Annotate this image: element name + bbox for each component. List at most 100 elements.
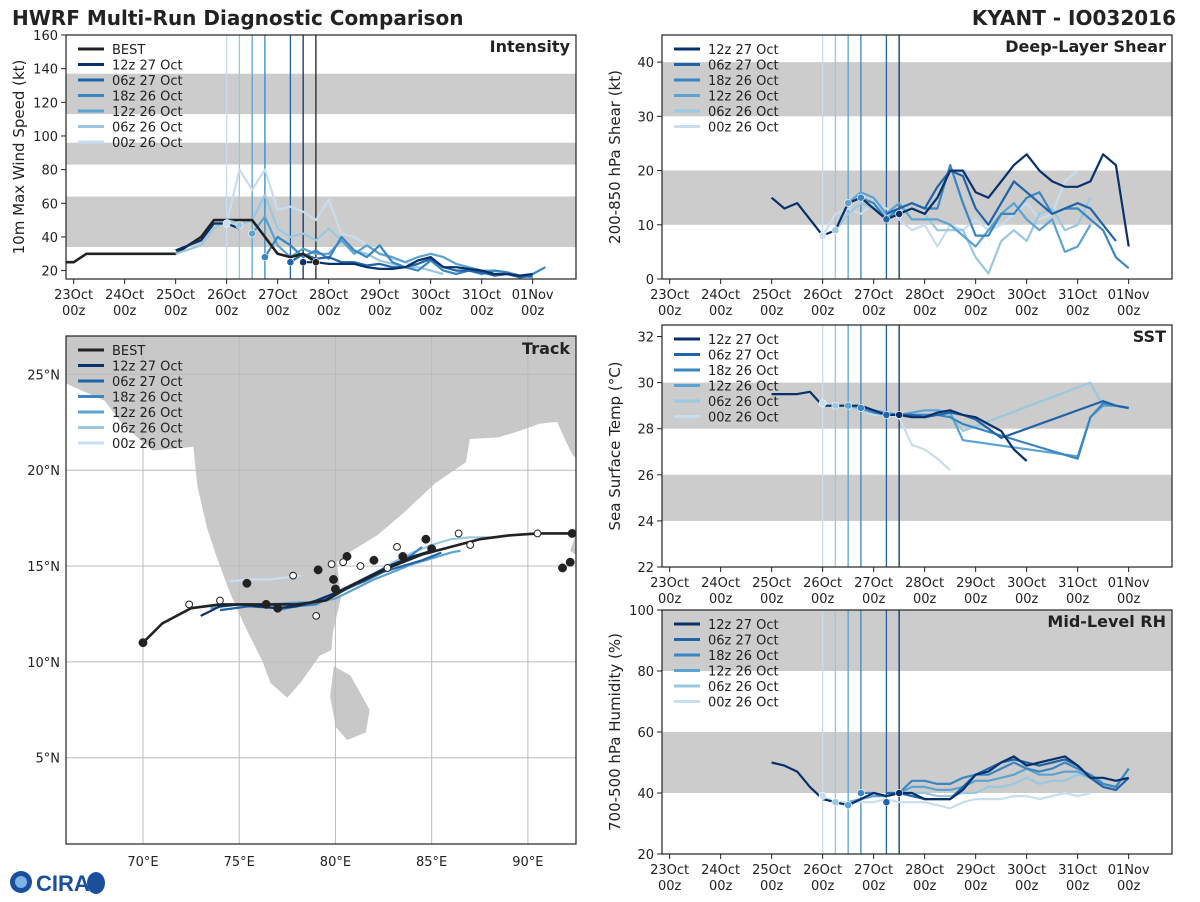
shear-series-12z-27-oct-5: [770, 153, 1130, 247]
sst-xtick-label: 30Oct 00z: [1007, 576, 1046, 607]
rh-xtick-label: 01Nov 00z: [1108, 863, 1150, 894]
rh-xtick-hour: 00z: [964, 879, 988, 894]
intensity-legend-label-06z-26-oct: 06z 26 Oct: [112, 121, 183, 136]
intensity-xtick-label: 01Nov 00z: [512, 288, 554, 319]
intensity-band-2: [66, 73, 576, 115]
rh-title: Mid-Level RH: [1047, 612, 1166, 631]
rh-xtick-hour: 00z: [658, 879, 682, 894]
rh-band-0: [662, 732, 1172, 793]
sst-xtick-label: 29Oct 00z: [956, 576, 995, 607]
track-land-myanmar: [570, 533, 576, 556]
sst-xtick-hour: 00z: [964, 592, 988, 607]
intensity-xtick-hour: 00z: [215, 304, 239, 319]
intensity-legend-label-06z-27-oct: 06z 27 Oct: [112, 74, 183, 89]
shear-xtick-date: 23Oct: [650, 288, 689, 303]
shear-xtick-label: 29Oct 00z: [956, 288, 995, 319]
intensity-xtick-label: 30Oct 00z: [411, 288, 450, 319]
sst-legend-label-12z-26-oct: 12z 26 Oct: [708, 380, 779, 395]
intensity-xtick-label: 29Oct 00z: [360, 288, 399, 319]
track-marker-00z-26-oct: [312, 611, 321, 620]
rh-ytick-label: 80: [637, 665, 654, 680]
rh-xtick-label: 26Oct 00z: [803, 863, 842, 894]
rh-ytick-label: 20: [637, 848, 654, 863]
rh-xtick-date: 25Oct: [752, 863, 791, 878]
intensity-xtick-label: 23Oct 00z: [54, 288, 93, 319]
intensity-legend-label-best: BEST: [112, 43, 145, 58]
intensity-legend-label-12z-26-oct: 12z 26 Oct: [112, 105, 183, 120]
track-legend-label-18z-26-oct: 18z 26 Oct: [112, 391, 183, 406]
intensity-xtick-label: 26Oct 00z: [207, 288, 246, 319]
shear-ytick-label: 30: [637, 110, 654, 125]
intensity-xtick-date: 01Nov: [512, 288, 554, 303]
intensity-ytick-label: 60: [41, 197, 58, 212]
track-marker-00z-26-oct: [466, 541, 475, 549]
sst-xtick-hour: 00z: [913, 592, 937, 607]
rh-xtick-date: 30Oct: [1007, 863, 1046, 878]
sst-marker-06z-26-oct: [831, 401, 840, 410]
track-land-srilanka: [329, 665, 371, 741]
rh-legend-label-00z-26-oct: 00z 26 Oct: [708, 696, 779, 711]
intensity-axes-frame: [65, 34, 577, 280]
intensity-series-12z-27-oct-8: [175, 222, 240, 252]
track-xtick-label: 75°E: [224, 855, 255, 870]
intensity-xtick-date: 23Oct: [54, 288, 93, 303]
rh-xtick-date: 26Oct: [803, 863, 842, 878]
sst-xtick-label: 25Oct 00z: [752, 576, 791, 607]
rh-xtick-date: 23Oct: [650, 863, 689, 878]
rh-xtick-date: 31Oct: [1058, 863, 1097, 878]
rh-xtick-date: 29Oct: [956, 863, 995, 878]
shear-xtick-date: 24Oct: [701, 288, 740, 303]
sst-xtick-label: 26Oct 00z: [803, 576, 842, 607]
intensity-ytick-label: 160: [33, 29, 58, 44]
sst-marker-06z-27-oct: [882, 410, 891, 419]
shear-band-1: [662, 62, 1172, 117]
rh-legend-label-12z-27-oct: 12z 27 Oct: [708, 618, 779, 633]
track-marker-00z-26-oct: [289, 571, 297, 580]
intensity-marker-best: [311, 258, 320, 267]
track-marker-best: [342, 552, 352, 561]
sst-axes-frame: [661, 324, 1173, 568]
sst-xtick-hour: 00z: [1015, 592, 1039, 607]
track-legend-label-06z-26-oct: 06z 26 Oct: [112, 422, 183, 437]
track-marker-00z-26-oct: [327, 560, 336, 569]
track-ytick-label: 20°N: [27, 464, 60, 479]
intensity-legend-label-12z-27-oct: 12z 27 Oct: [112, 59, 183, 74]
shear-ylabel: 200-850 hPa Shear (kt): [606, 70, 624, 244]
sst-xtick-hour: 00z: [862, 592, 886, 607]
shear-legend-label-00z-26-oct: 00z 26 Oct: [708, 121, 779, 136]
sst-band-1: [662, 382, 1172, 429]
shear-xtick-date: 31Oct: [1058, 288, 1097, 303]
track-ytick-label: 10°N: [27, 656, 60, 671]
sst-band-0: [662, 474, 1172, 521]
shear-marker-00z-26-oct: [818, 231, 827, 240]
shear-marker-18z-26-oct: [856, 193, 865, 202]
rh-xtick-hour: 00z: [709, 879, 733, 894]
sst-xtick-date: 01Nov: [1108, 576, 1150, 591]
shear-marker-06z-26-oct: [831, 226, 840, 235]
sst-marker-12z-26-oct: [844, 401, 853, 410]
rh-marker-06z-26-oct: [831, 798, 840, 807]
intensity-title: Intensity: [490, 37, 571, 56]
track-panel: 70°E 75°E 80°E 85°E 90°E 5°N 10°N 15°N 20°N 25°N T…: [27, 335, 577, 870]
shear-marker-06z-27-oct: [882, 215, 891, 224]
intensity-xtick-date: 26Oct: [207, 288, 246, 303]
rh-xtick-label: 23Oct 00z: [650, 863, 689, 894]
rh-ylabel: 700-500 hPa Humidity (%): [606, 633, 624, 831]
track-legend-label-best: BEST: [112, 344, 145, 359]
intensity-xtick-date: 25Oct: [156, 288, 195, 303]
sst-xtick-label: 28Oct 00z: [905, 576, 944, 607]
rh-xtick-label: 30Oct 00z: [1007, 863, 1046, 894]
track-ytick-label: 5°N: [36, 752, 61, 767]
shear-xtick-label: 26Oct 00z: [803, 288, 842, 319]
intensity-xtick-date: 29Oct: [360, 288, 399, 303]
intensity-xtick-label: 31Oct 00z: [462, 288, 501, 319]
shear-ytick-label: 40: [637, 56, 654, 71]
globe-inner-icon: [15, 876, 27, 888]
sst-xtick-date: 23Oct: [650, 576, 689, 591]
shear-xtick-hour: 00z: [913, 304, 937, 319]
shear-xtick-date: 27Oct: [854, 288, 893, 303]
sst-xtick-hour: 00z: [658, 592, 682, 607]
shear-axes-frame: [661, 34, 1173, 280]
track-ytick-label: 25°N: [27, 368, 60, 383]
